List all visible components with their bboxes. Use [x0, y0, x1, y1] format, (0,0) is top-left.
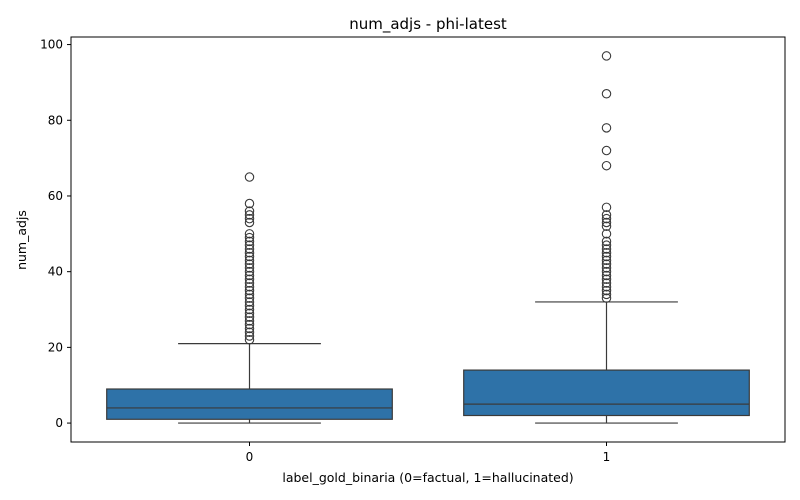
outlier-point [244, 172, 255, 182]
outlier-point [244, 210, 255, 220]
outlier-point [244, 327, 255, 337]
y-tick-label: 20 [48, 340, 63, 354]
outlier-point [601, 259, 612, 269]
outlier-point [601, 123, 612, 133]
x-tick-label: 1 [603, 450, 611, 464]
outlier-point [244, 236, 255, 247]
outlier-point [244, 229, 255, 239]
outlier-point [244, 308, 255, 319]
outlier-point [244, 289, 255, 300]
y-tick-label: 40 [48, 265, 63, 279]
plot-area [106, 51, 750, 424]
y-tick-label: 0 [55, 416, 63, 430]
y-tick-label: 60 [48, 189, 63, 203]
outlier-point [601, 89, 612, 99]
y-axis-label: num_adjs [14, 210, 29, 270]
outlier-point [601, 289, 612, 300]
outlier-point [601, 293, 612, 303]
box-iqr [463, 369, 750, 417]
outlier-point [601, 221, 612, 232]
outlier-point [244, 217, 255, 228]
outlier-point [244, 251, 255, 262]
outlier-point [244, 274, 255, 284]
box-group-0 [106, 172, 393, 424]
outlier-point [244, 297, 255, 307]
outlier-point [601, 51, 612, 61]
outlier-point [601, 160, 612, 171]
outlier-point [244, 247, 255, 258]
outlier-point [244, 263, 255, 273]
outlier-point [244, 323, 255, 334]
outlier-point [601, 240, 612, 250]
x-axis-label: label_gold_binaria (0=factual, 1=halluci… [282, 470, 573, 485]
outlier-point [244, 319, 255, 330]
outlier-point [601, 202, 612, 213]
y-axis: 0 20 40 60 80 100 [40, 38, 71, 430]
x-tick-label: 0 [246, 450, 254, 464]
outlier-point [244, 335, 255, 345]
outlier-point [601, 255, 612, 266]
outlier-point [601, 266, 612, 277]
outlier-point [244, 213, 255, 224]
chart-title: num_adjs - phi-latest [349, 15, 507, 34]
outlier-point [244, 300, 255, 311]
outlier-point [244, 255, 255, 266]
outlier-point [244, 240, 255, 250]
outlier-point [244, 282, 255, 292]
box-iqr [106, 388, 393, 420]
y-tick-label: 100 [40, 38, 63, 52]
box-group-1 [463, 51, 750, 424]
y-tick-label: 80 [48, 113, 63, 127]
plot-frame [70, 36, 786, 443]
outlier-point [601, 244, 612, 254]
outlier-point [601, 229, 612, 239]
outlier-point [244, 206, 255, 216]
outlier-point [244, 278, 255, 288]
outlier-point [244, 331, 255, 341]
outlier-point [601, 282, 612, 292]
outlier-point [601, 247, 612, 258]
outlier-point [601, 236, 612, 247]
outlier-point [601, 285, 612, 296]
outlier-point [244, 312, 255, 322]
outlier-point [244, 259, 255, 269]
outlier-point [244, 266, 255, 277]
outlier-point [244, 304, 255, 315]
outlier-point [601, 217, 612, 228]
outlier-point [244, 270, 255, 281]
outlier-point [244, 232, 255, 243]
outlier-point [244, 316, 255, 326]
outlier-point [601, 278, 612, 288]
outlier-point [244, 285, 255, 296]
outlier-point [244, 198, 255, 209]
outlier-point [244, 244, 255, 254]
outlier-point [601, 274, 612, 284]
outlier-point [601, 145, 612, 156]
outlier-point [601, 263, 612, 273]
outlier-point [601, 210, 612, 220]
outlier-point [244, 293, 255, 303]
outlier-point [601, 213, 612, 224]
outlier-point [601, 251, 612, 262]
outlier-point [601, 270, 612, 281]
